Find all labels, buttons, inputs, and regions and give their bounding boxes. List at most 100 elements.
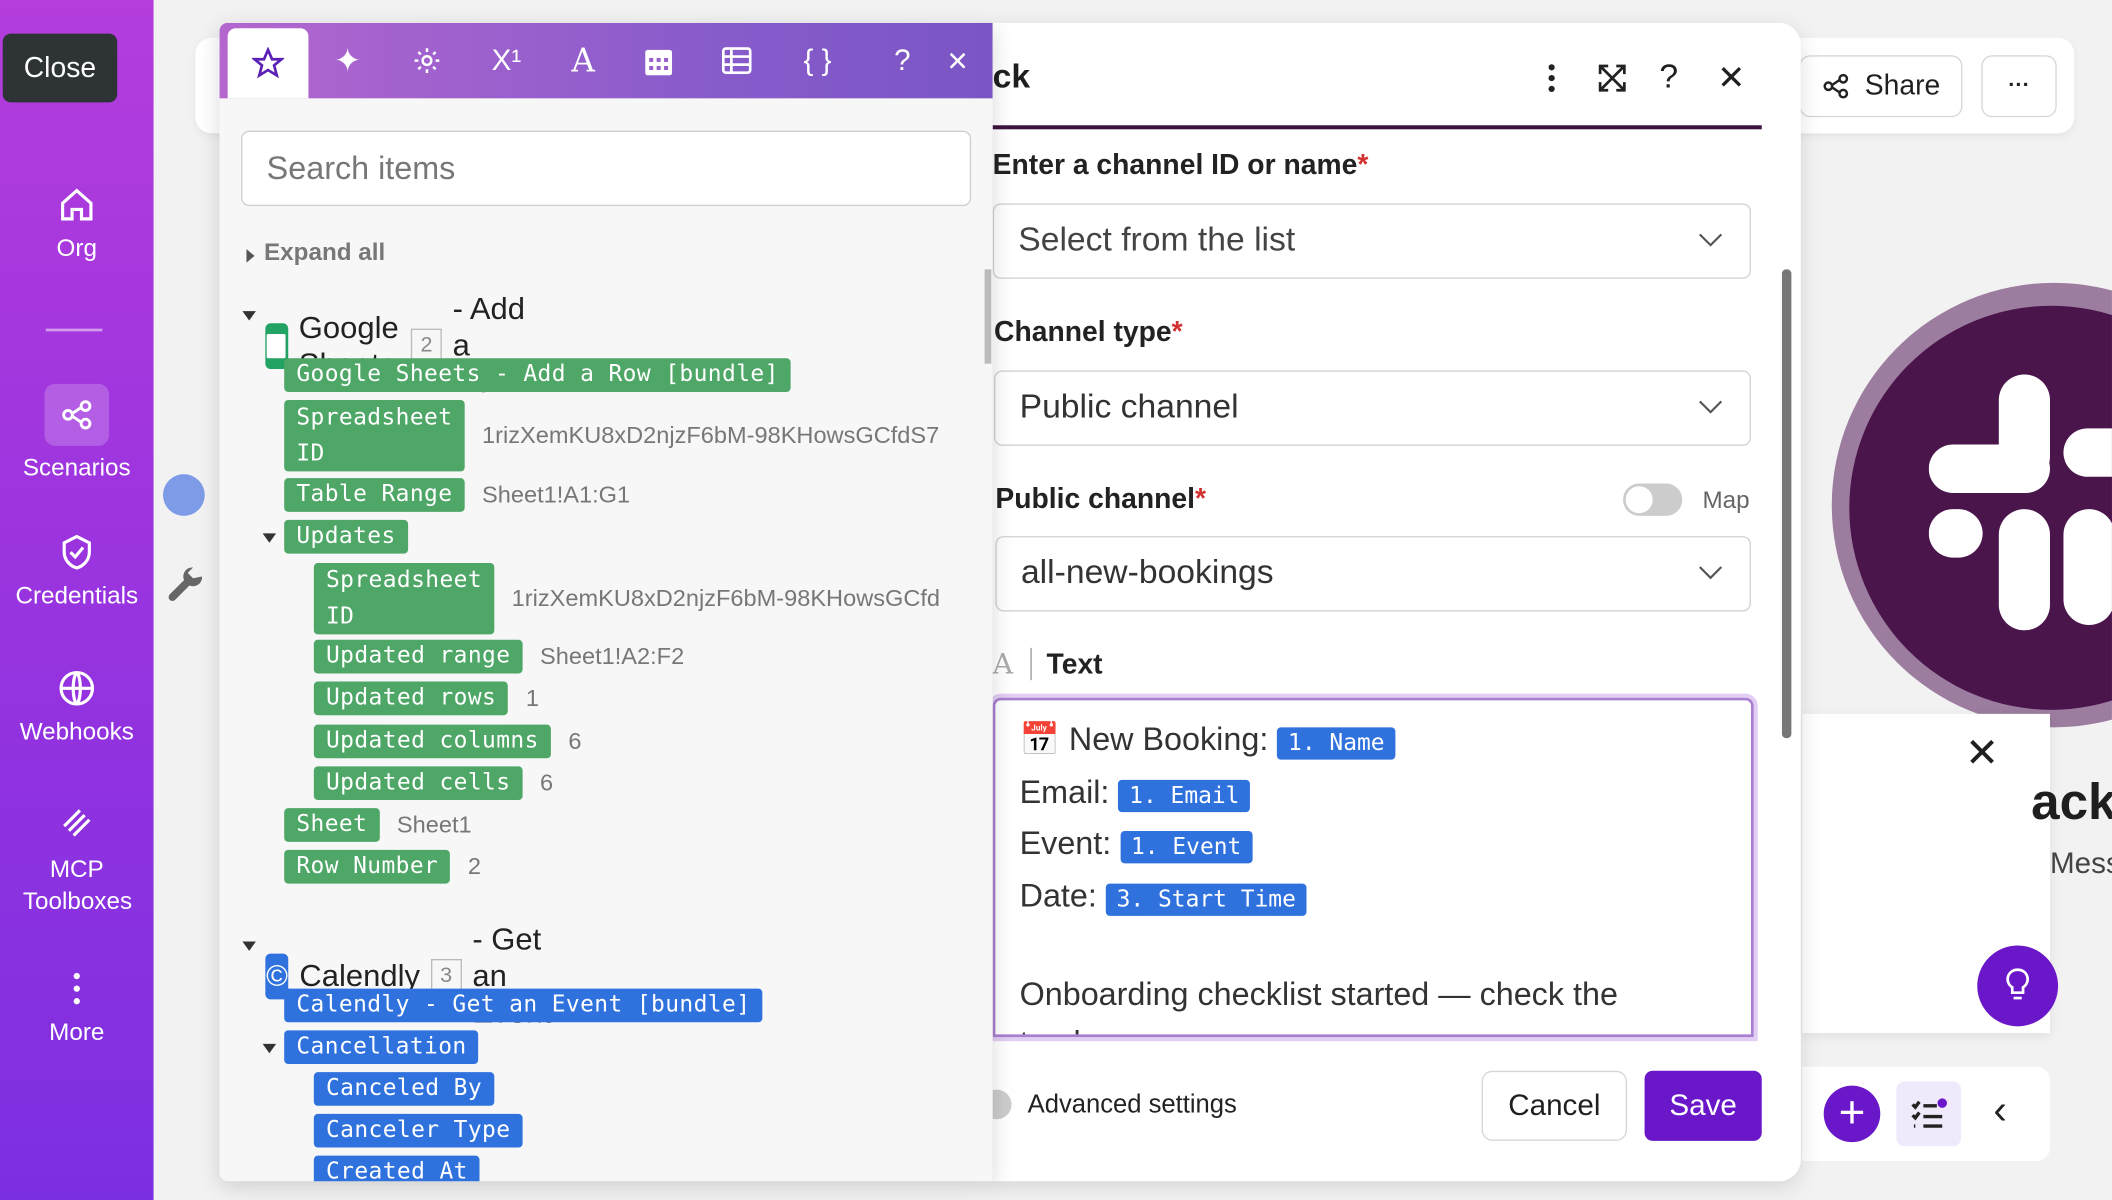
share-nodes-icon [62,400,92,430]
expand-all-link[interactable]: Expand all [263,238,386,266]
collapse-caret-icon[interactable] [262,1043,277,1054]
star-icon [251,47,285,79]
text-type-icon: A [992,647,1014,681]
sidebar-item-webhooks[interactable]: Webhooks [0,669,154,746]
tab-date[interactable] [625,23,692,98]
slack-logo-icon [1928,374,2112,631]
calendar-icon [645,49,673,76]
mapped-token[interactable]: 1. Name [1277,727,1396,760]
kebab-icon [73,972,80,1005]
canvas-node-dot[interactable] [162,474,205,516]
sidebar-item-org[interactable]: Org [0,186,154,263]
scrollbar[interactable] [1781,269,1792,739]
chevron-down-icon [1699,233,1723,247]
bundle-item[interactable]: Calendly - Get an Event [bundle] [284,988,763,1023]
field-item[interactable]: Spreadsheet ID [313,563,495,635]
field-item[interactable]: Canceled By [313,1072,495,1106]
panel-subtitle: Mess [2049,845,2112,880]
expand-caret-icon [246,249,255,263]
field-item[interactable]: Updated columns [313,724,551,759]
channel-label: Enter a channel ID or name* [992,149,1369,181]
field-item[interactable]: Updated rows [313,681,509,716]
calendly-icon: © [265,952,289,999]
text-icon: A [571,41,595,80]
sparkles-icon: ✦ [333,42,362,79]
calendar-emoji-icon: 📅 [1019,721,1060,759]
map-label: Map [1702,486,1750,514]
text-editor[interactable]: 📅 New Booking: 1. Name Email: 1. Email E… [992,697,1754,1038]
close-icon[interactable]: ✕ [1965,731,1999,776]
field-item[interactable]: Cancellation [284,1030,479,1065]
field-item[interactable]: Updated range [313,639,523,674]
tab-ai[interactable]: ✦ [314,23,381,98]
help-button[interactable]: ? [894,43,911,77]
tab-text[interactable]: A [550,23,617,98]
mapped-token[interactable]: 3. Start Time [1105,882,1307,916]
field-item[interactable]: Created At [313,1155,480,1182]
channel-select[interactable]: Select from the list [992,203,1751,279]
collapse-caret-icon[interactable] [262,533,277,543]
hint-button[interactable] [1977,945,2059,1027]
bottom-toolbar: + ‹ [1802,1066,2050,1162]
sidebar-item-credentials[interactable]: Credentials [0,533,154,610]
field-item[interactable]: Canceler Type [313,1113,523,1148]
sidebar-divider [45,328,103,332]
mapped-token[interactable]: 1. Event [1120,831,1253,864]
sidebar-item-mcp-toolboxes[interactable]: MCP Toolboxes [0,804,154,917]
divider [1030,647,1032,681]
sidebar: Org Scenarios Credentials Webhooks MCP T… [0,0,154,1200]
superscript-icon: X¹ [491,43,522,77]
toolbox-icon [63,809,91,837]
collapse-caret-icon[interactable] [242,311,256,321]
channel-type-select[interactable]: Public channel [994,370,1751,446]
checklist-button[interactable] [1896,1081,1962,1147]
table-icon [721,47,752,75]
field-item[interactable]: Updated cells [313,766,523,801]
expand-icon[interactable] [1597,63,1627,93]
mapping-tabs: ✦ X¹ A { } ? × [219,22,993,99]
mapping-panel: ✦ X¹ A { } ? × Search items Expand all G… [219,22,993,1182]
bundle-item[interactable]: Google Sheets - Add a Row [bundle] [284,358,791,392]
field-item[interactable]: Sheet [284,808,380,842]
mapped-token[interactable]: 1. Email [1118,779,1251,812]
module-settings-dialog: ck ? ✕ Enter a channel ID or name* Selec… [981,22,1801,1182]
collapse-caret-icon[interactable] [242,941,256,951]
search-input[interactable]: Search items [241,130,972,207]
wrench-icon[interactable] [164,566,207,609]
sidebar-item-more[interactable]: More [0,970,154,1047]
more-options-button[interactable]: ··· [1981,55,2057,118]
braces-icon: { } [803,43,832,77]
tab-math[interactable]: X¹ [473,23,540,98]
google-sheets-icon [265,322,289,369]
dialog-title: ck [992,57,1031,96]
kebab-menu-icon[interactable] [1538,63,1565,93]
close-icon[interactable]: ✕ [1717,59,1746,97]
field-item[interactable]: Row Number [284,849,451,884]
sidebar-item-scenarios[interactable]: Scenarios [0,383,154,482]
collapse-chevron-icon[interactable]: ‹ [1993,1088,2007,1133]
field-item[interactable]: Table Range [284,478,465,512]
tab-json[interactable]: { } [784,23,851,98]
chevron-down-icon [1699,566,1723,580]
tab-general[interactable] [393,23,460,98]
home-icon [61,188,93,221]
share-button[interactable]: Share [1799,55,1963,118]
globe-icon [59,670,95,706]
header-underline [992,125,1762,130]
advanced-settings-label: Advanced settings [1027,1090,1237,1120]
public-channel-select[interactable]: all-new-bookings [995,536,1751,612]
channel-type-label: Channel type* [994,316,1183,348]
save-button[interactable]: Save [1644,1070,1762,1141]
field-item[interactable]: Spreadsheet ID [284,400,465,472]
slack-module-node[interactable] [1831,282,2112,728]
scrollbar[interactable] [984,269,992,364]
map-toggle[interactable] [1623,483,1683,516]
cancel-button[interactable]: Cancel [1481,1070,1628,1141]
help-icon[interactable]: ? [1659,57,1679,96]
field-item[interactable]: Updates [284,519,408,554]
gear-icon [414,48,440,73]
close-mapper-button[interactable]: × [947,39,968,81]
tab-array[interactable] [703,23,770,98]
add-module-button[interactable]: + [1823,1085,1881,1143]
tab-favorites[interactable] [227,28,309,99]
